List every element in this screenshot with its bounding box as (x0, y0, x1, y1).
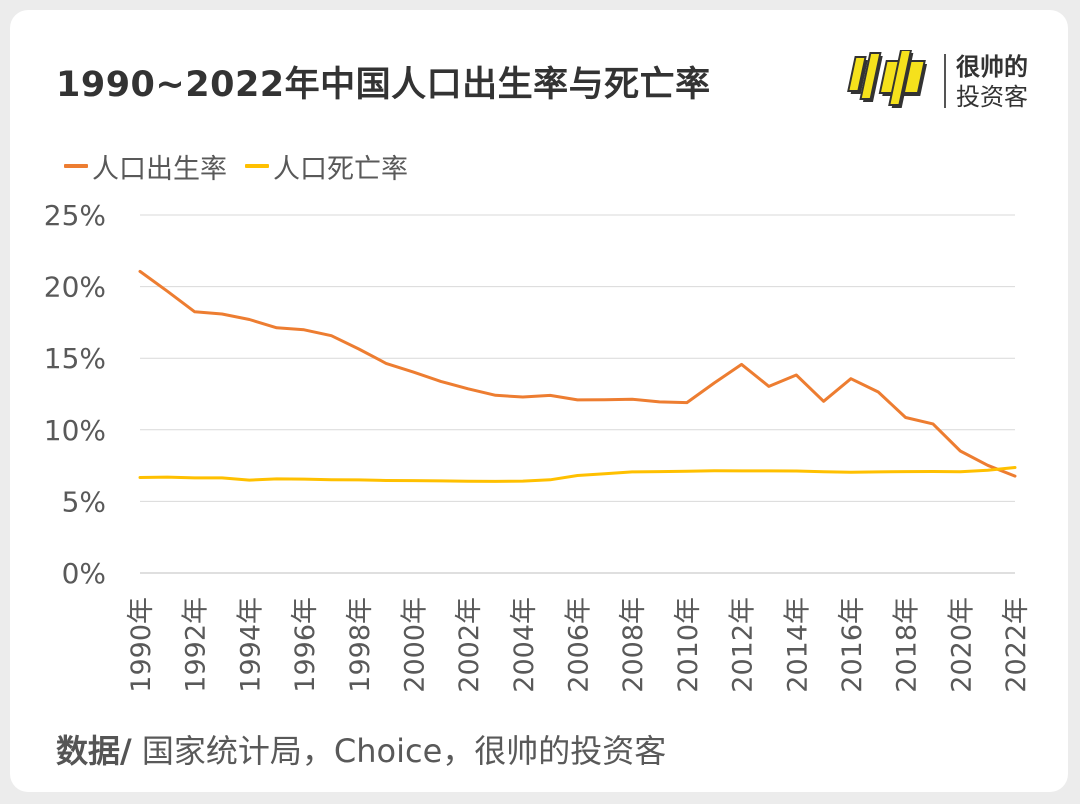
legend-item-death-rate: 人口死亡率 (245, 147, 408, 186)
series-line-death-rate (138, 466, 1017, 483)
brand-name: 很帅的 投资客 (956, 52, 1028, 112)
chart-title: 1990~2022年中国人口出生率与死亡率 (56, 65, 711, 105)
brand-divider (944, 54, 946, 108)
x-tick-label: 1994年 (235, 597, 266, 693)
data-source: 数据/ 国家统计局，Choice，很帅的投资客 (56, 726, 666, 772)
brand-line2: 投资客 (956, 83, 1028, 111)
chart-card: 1990~2022年中国人口出生率与死亡率 帅 很帅的 投资客 人口出生率 (10, 10, 1068, 792)
source-prefix: 数据/ (56, 732, 132, 770)
x-tick-label: 2012年 (728, 597, 759, 693)
y-tick-label: 10% (44, 414, 106, 447)
legend-swatch-birth-rate (64, 164, 88, 168)
x-tick-label: 2018年 (892, 597, 923, 693)
y-tick-label: 0% (62, 557, 106, 590)
y-tick-label: 5% (62, 485, 106, 518)
x-tick-label: 2002年 (454, 597, 485, 693)
x-tick-label: 2016年 (837, 597, 868, 693)
x-tick-label: 2020年 (946, 597, 977, 693)
shuai-logo-icon: 帅 (847, 50, 928, 108)
source-text: 国家统计局，Choice，很帅的投资客 (131, 732, 667, 770)
legend-label-death-rate: 人口死亡率 (273, 153, 408, 185)
x-tick-label: 1990年 (126, 597, 157, 693)
x-tick-label: 2008年 (618, 597, 649, 693)
x-tick-label: 2006年 (564, 597, 595, 693)
y-tick-label: 25% (44, 199, 106, 232)
chart-legend: 人口出生率 人口死亡率 (64, 146, 408, 186)
x-tick-label: 2010年 (673, 597, 704, 693)
x-tick-label: 1996年 (290, 597, 321, 693)
x-tick-label: 1998年 (345, 597, 376, 693)
x-tick-label: 2022年 (1001, 597, 1032, 693)
legend-item-birth-rate: 人口出生率 (64, 147, 227, 186)
brand-line1: 很帅的 (956, 53, 1028, 81)
legend-label-birth-rate: 人口出生率 (92, 153, 227, 185)
y-tick-label: 15% (44, 342, 106, 375)
brand-logo: 帅 很帅的 投资客 (842, 46, 1052, 116)
x-tick-label: 2000年 (399, 597, 430, 693)
series-line-birth-rate (138, 269, 1017, 478)
x-tick-label: 1992年 (181, 597, 212, 693)
y-tick-label: 20% (44, 271, 106, 304)
x-tick-label: 2014年 (782, 597, 813, 693)
x-tick-label: 2004年 (509, 597, 540, 693)
legend-swatch-death-rate (245, 164, 269, 168)
